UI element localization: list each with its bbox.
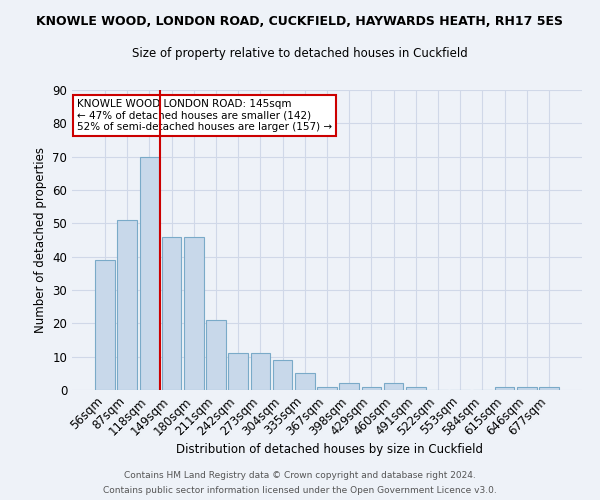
Bar (295, 374, 314, 390)
Bar (273, 360, 292, 390)
Bar (406, 386, 425, 390)
Bar (251, 354, 270, 390)
Bar (362, 386, 381, 390)
Bar (384, 384, 403, 390)
Text: Contains HM Land Registry data © Crown copyright and database right 2024.: Contains HM Land Registry data © Crown c… (124, 471, 476, 480)
Bar (229, 354, 248, 390)
Bar (162, 236, 181, 390)
Bar (95, 260, 115, 390)
Bar (517, 386, 536, 390)
Bar (340, 384, 359, 390)
Bar (140, 156, 159, 390)
Bar (317, 386, 337, 390)
Text: Distribution of detached houses by size in Cuckfield: Distribution of detached houses by size … (176, 444, 484, 456)
Text: Contains public sector information licensed under the Open Government Licence v3: Contains public sector information licen… (103, 486, 497, 495)
Text: KNOWLE WOOD LONDON ROAD: 145sqm
← 47% of detached houses are smaller (142)
52% o: KNOWLE WOOD LONDON ROAD: 145sqm ← 47% of… (77, 99, 332, 132)
Bar (495, 386, 514, 390)
Bar (539, 386, 559, 390)
Bar (184, 236, 203, 390)
Bar (206, 320, 226, 390)
Text: KNOWLE WOOD, LONDON ROAD, CUCKFIELD, HAYWARDS HEATH, RH17 5ES: KNOWLE WOOD, LONDON ROAD, CUCKFIELD, HAY… (37, 15, 563, 28)
Text: Size of property relative to detached houses in Cuckfield: Size of property relative to detached ho… (132, 48, 468, 60)
Bar (118, 220, 137, 390)
Y-axis label: Number of detached properties: Number of detached properties (34, 147, 47, 333)
